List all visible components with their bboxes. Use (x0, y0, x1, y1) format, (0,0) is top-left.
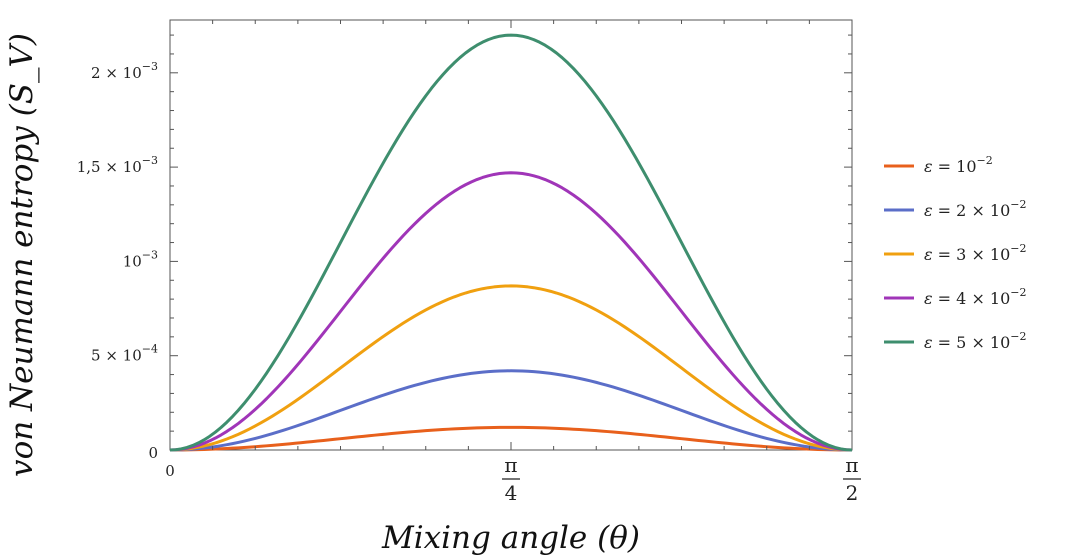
plot-area (169, 19, 853, 451)
y-axis-label: von Neumann entropy (S_V) (4, 33, 40, 477)
x-tick-denominator: 4 (505, 481, 518, 505)
legend-label-3: ε = 3 × 10−2 (924, 242, 1027, 264)
y-tick-label: 10−3 (123, 248, 158, 270)
series-line-3 (169, 284, 853, 452)
series-line-5 (169, 33, 853, 452)
plot-frame (169, 19, 853, 451)
series-line-1 (169, 425, 853, 452)
x-axis-label: Mixing angle (θ) (381, 520, 640, 556)
legend-label-4: ε = 4 × 10−2 (924, 286, 1027, 308)
x-tick-denominator: 2 (846, 481, 859, 505)
y-tick-label: 0 (148, 444, 158, 462)
x-tick-label: 0 (165, 462, 175, 480)
legend: ε = 10−2 ε = 2 × 10−2 ε = 3 × 10−2 ε = 4 × … (884, 154, 1027, 352)
legend-label-1: ε = 10−2 (924, 154, 993, 176)
y-tick-label: 1,5 × 10−3 (77, 154, 158, 176)
series-layer (169, 33, 853, 452)
x-tick-numerator: π (845, 453, 858, 477)
series-line-2 (169, 369, 853, 452)
legend-label-2: ε = 2 × 10−2 (924, 198, 1027, 220)
y-tick-label: 2 × 10−3 (91, 60, 158, 82)
series-line-4 (169, 171, 853, 452)
axes-layer: 0 5 × 10−4 10−3 1,5 × 10−3 2 × 10−3 0 π 4 π 2 (77, 20, 861, 505)
x-tick-numerator: π (504, 453, 517, 477)
legend-label-5: ε = 5 × 10−2 (924, 330, 1027, 352)
y-tick-label: 5 × 10−4 (91, 343, 158, 365)
